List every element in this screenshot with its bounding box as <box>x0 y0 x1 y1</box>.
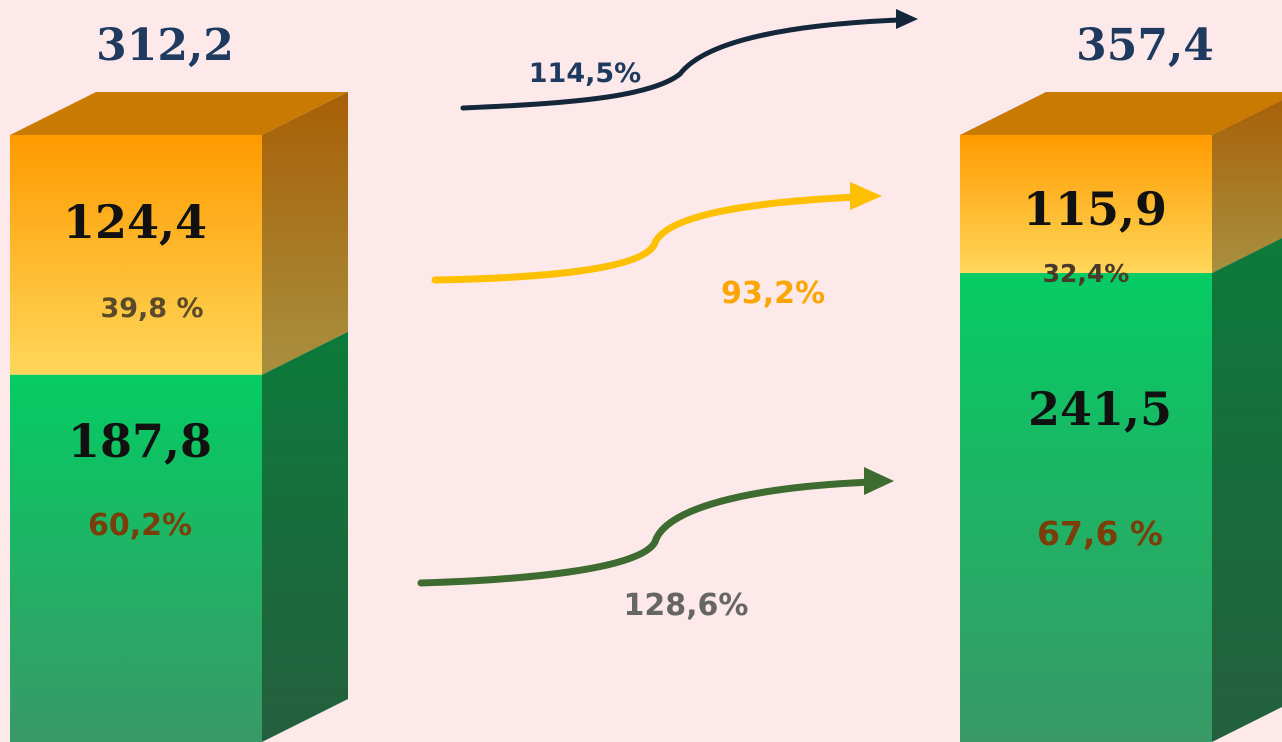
column-left-top-face <box>10 92 348 135</box>
total-label-right: 357,4 <box>1076 20 1214 71</box>
growth-arrow-top <box>431 182 882 284</box>
growth-arrow-top-head <box>850 182 882 210</box>
total-label-left: 312,2 <box>96 20 234 71</box>
growth-arrow-bottom-head <box>864 467 894 495</box>
column-right-orange-segment <box>960 135 1212 274</box>
value-label-left-orange: 124,4 <box>63 195 207 249</box>
value-label-left-green: 187,8 <box>68 414 212 468</box>
column-left-orange-segment <box>10 135 262 375</box>
column-left-orange-side <box>262 92 348 375</box>
column-right-green-segment <box>960 273 1212 742</box>
growth-arrow-total-curve <box>460 17 901 111</box>
share-label-left-green: 60,2% <box>88 508 192 543</box>
value-label-right-orange: 115,9 <box>1023 182 1167 236</box>
growth-label-bottom: 128,6% <box>624 588 749 623</box>
growth-arrow-top-curve <box>431 193 862 284</box>
column-left-green-segment <box>10 374 262 742</box>
column-left <box>10 92 348 742</box>
column-right-green-side <box>1212 238 1282 742</box>
column-right-top-face <box>960 92 1282 135</box>
growth-arrow-bottom-curve <box>417 478 876 587</box>
growth-arrow-total <box>460 9 918 111</box>
growth-arrow-bottom <box>417 467 894 587</box>
column-left-green-side <box>262 331 348 742</box>
growth-arrow-total-head <box>896 9 918 29</box>
growth-label-total: 114,5% <box>529 58 641 89</box>
growth-label-top: 93,2% <box>721 276 825 311</box>
column-right-orange-side <box>1212 100 1282 274</box>
share-label-left-orange: 39,8 % <box>100 293 203 324</box>
value-label-right-green: 241,5 <box>1028 382 1172 436</box>
share-label-right-orange: 32,4% <box>1043 259 1130 288</box>
share-label-right-green: 67,6 % <box>1037 514 1163 553</box>
column-right <box>960 92 1282 742</box>
